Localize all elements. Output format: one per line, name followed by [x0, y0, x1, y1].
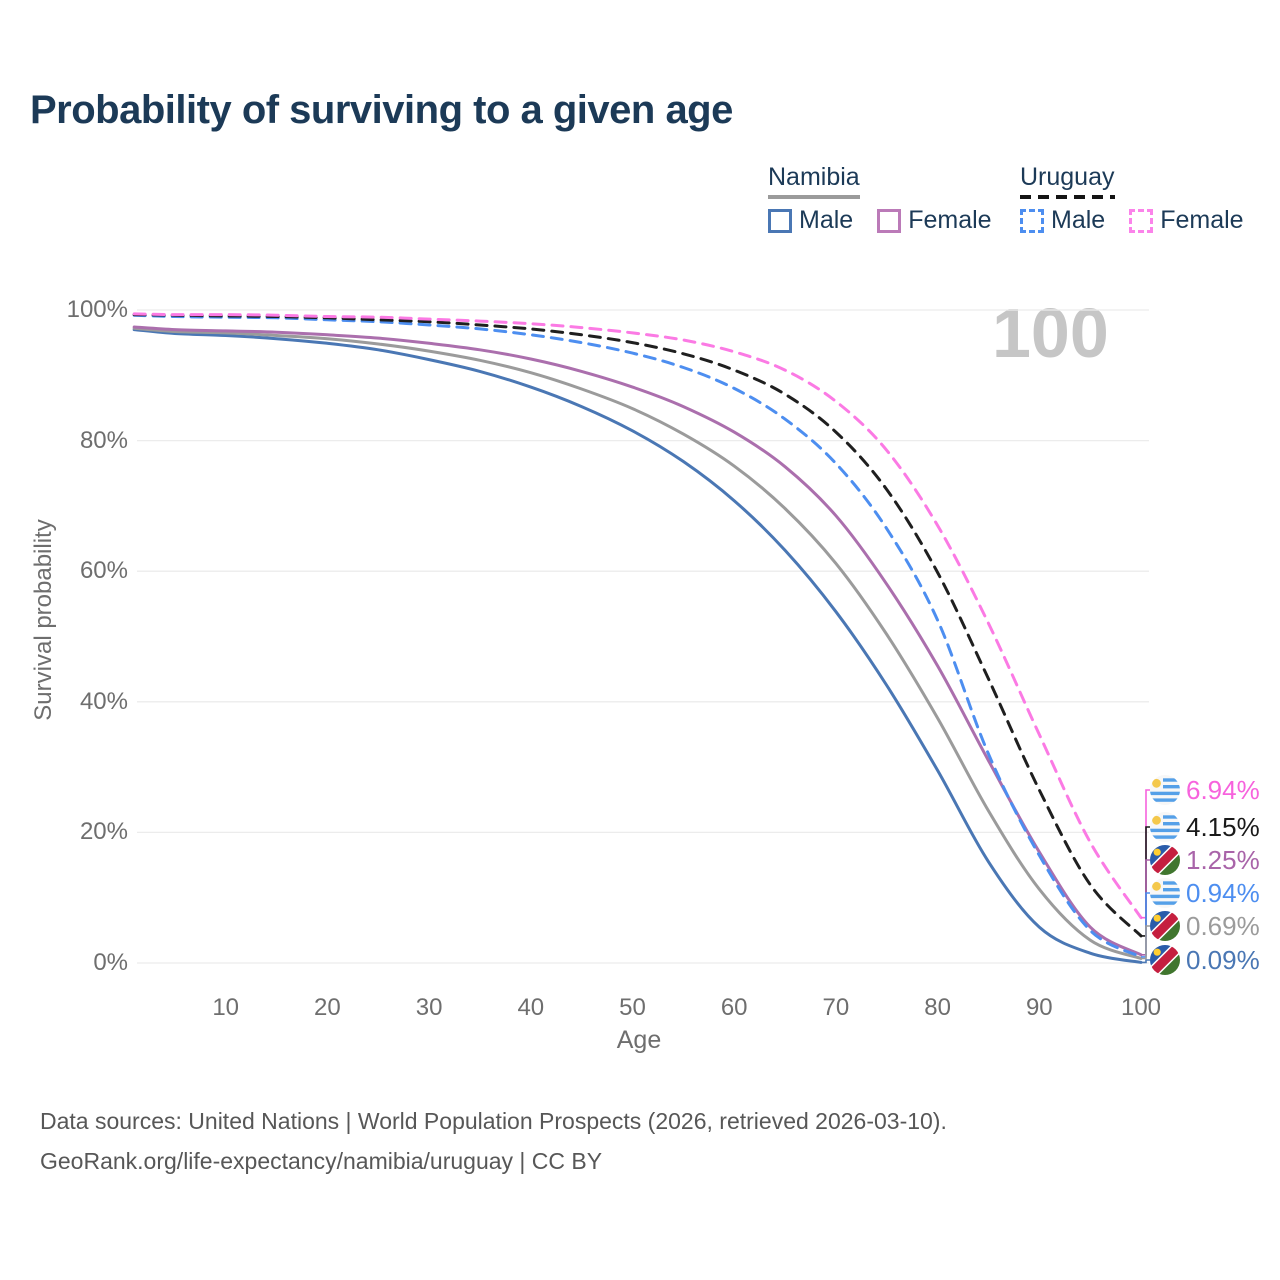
end-label-row-uruguay-both-sexes: 4.15% [1150, 811, 1260, 843]
end-label-row-uruguay-male: 0.94% [1150, 877, 1260, 909]
legend-swatch-namibia-male[interactable] [768, 208, 792, 233]
footer-data-sources: Data sources: United Nations | World Pop… [40, 1108, 947, 1134]
end-label-row-uruguay-female: 6.94% [1150, 774, 1260, 806]
legend-uruguay-header: Uruguay [1020, 163, 1115, 199]
end-label-value-uruguay-male: 0.94% [1186, 877, 1260, 908]
legend-namibia-underline [768, 195, 860, 199]
y-axis-title: Survival probability [30, 519, 57, 721]
end-label-value-namibia-both-sexes: 0.69% [1186, 910, 1260, 941]
end-label-value-uruguay-both-sexes: 4.15% [1186, 811, 1260, 842]
y-tick-label-100%: 100% [66, 296, 128, 323]
x-tick-label-70: 70 [822, 994, 850, 1021]
curve-uruguay-male [132, 313, 1143, 959]
footer-attribution: GeoRank.org/life-expectancy/namibia/urug… [40, 1148, 603, 1174]
legend-group-namibia: Namibia Male Female [768, 163, 1016, 235]
y-tick-label-60%: 60% [79, 557, 128, 585]
legend-uruguay-underline [1020, 195, 1115, 199]
legend-namibia-header: Namibia [768, 163, 860, 199]
namibia-flag-icon [1150, 911, 1180, 941]
x-tick-label-50: 50 [619, 994, 646, 1021]
x-tick-label-30: 30 [415, 994, 443, 1021]
legend-uruguay-title: Uruguay [1020, 163, 1115, 191]
end-label-connector-namibia-both-sexes [1141, 925, 1150, 960]
uruguay-flag-icon [1150, 878, 1180, 908]
end-label-connector-uruguay-male [1141, 892, 1150, 958]
end-label-row-namibia-both-sexes: 0.69% [1150, 910, 1260, 942]
end-label-value-namibia-female: 1.25% [1186, 844, 1260, 875]
x-tick-label-20: 20 [314, 994, 341, 1021]
legend-swatch-uruguay-female[interactable] [1129, 208, 1154, 233]
x-axis-title: Age [616, 1026, 662, 1054]
legend-label-namibia-female[interactable]: Female [908, 206, 992, 234]
y-tick-label-0%: 0% [93, 949, 128, 976]
end-label-value-uruguay-female: 6.94% [1186, 774, 1260, 805]
y-tick-label-80%: 80% [79, 426, 128, 454]
namibia-flag-icon [1150, 945, 1180, 975]
x-tick-label-10: 10 [212, 994, 240, 1021]
x-tick-label-90: 90 [1025, 994, 1053, 1021]
curve-namibia-both-sexes [132, 326, 1143, 960]
legend-label-uruguay-female[interactable]: Female [1160, 206, 1244, 234]
legend-label-namibia-male[interactable]: Male [799, 206, 854, 234]
end-label-value-namibia-male: 0.09% [1186, 944, 1260, 975]
uruguay-flag-icon [1150, 812, 1180, 842]
end-label-row-namibia-male: 0.09% [1150, 944, 1260, 976]
legend-label-uruguay-male[interactable]: Male [1051, 206, 1106, 234]
legend-swatch-namibia-female[interactable] [877, 208, 902, 233]
uruguay-flag-icon [1150, 775, 1180, 805]
y-tick-label-20%: 20% [79, 818, 128, 846]
legend-namibia-title: Namibia [768, 163, 860, 191]
x-tick-label-40: 40 [517, 994, 545, 1021]
legend-group-uruguay: Uruguay Male Female [1020, 163, 1268, 235]
curve-namibia-male [132, 328, 1143, 964]
y-tick-label-40%: 40% [79, 687, 128, 715]
x-tick-label-100: 100 [1120, 994, 1162, 1021]
watermark-age-100: 100 [992, 294, 1109, 372]
end-label-row-namibia-female: 1.25% [1150, 844, 1260, 876]
namibia-flag-icon [1150, 845, 1180, 875]
curve-namibia-female [132, 325, 1143, 957]
legend-swatch-uruguay-male[interactable] [1020, 208, 1044, 233]
x-tick-label-80: 80 [924, 994, 951, 1021]
legend: Namibia Male Female Uruguay Male Female [0, 163, 1280, 243]
page-title: Probability of surviving to a given age [30, 88, 733, 132]
end-label-connector-namibia-male [1141, 959, 1150, 964]
x-tick-label-60: 60 [720, 994, 748, 1021]
curve-uruguay-female [132, 312, 1143, 920]
